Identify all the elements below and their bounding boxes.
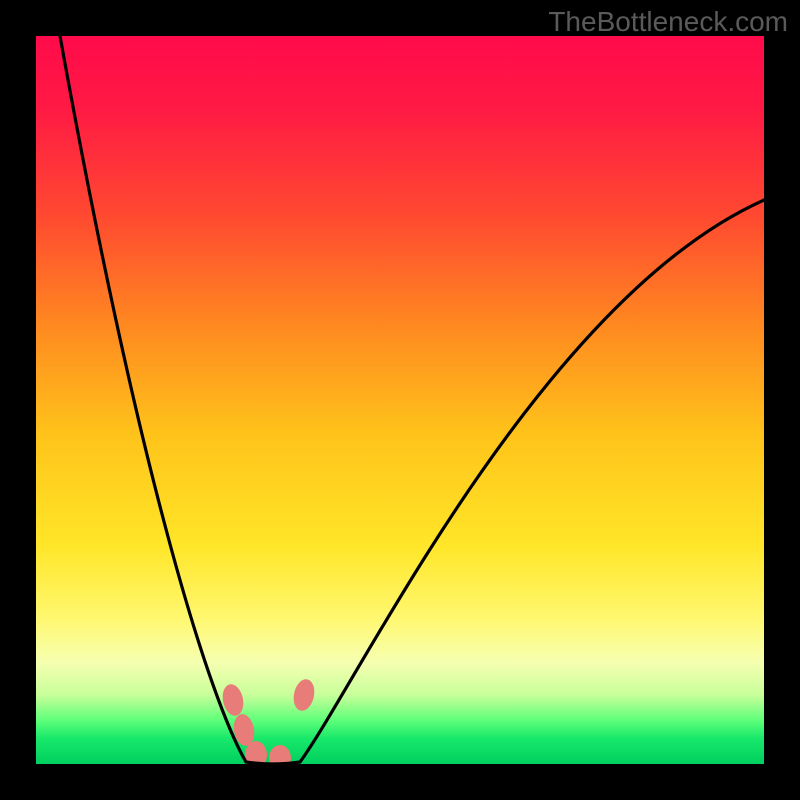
chart-svg xyxy=(0,0,800,800)
chart-frame xyxy=(0,0,800,800)
watermark-text: TheBottleneck.com xyxy=(548,6,788,38)
plot-background xyxy=(36,36,764,764)
